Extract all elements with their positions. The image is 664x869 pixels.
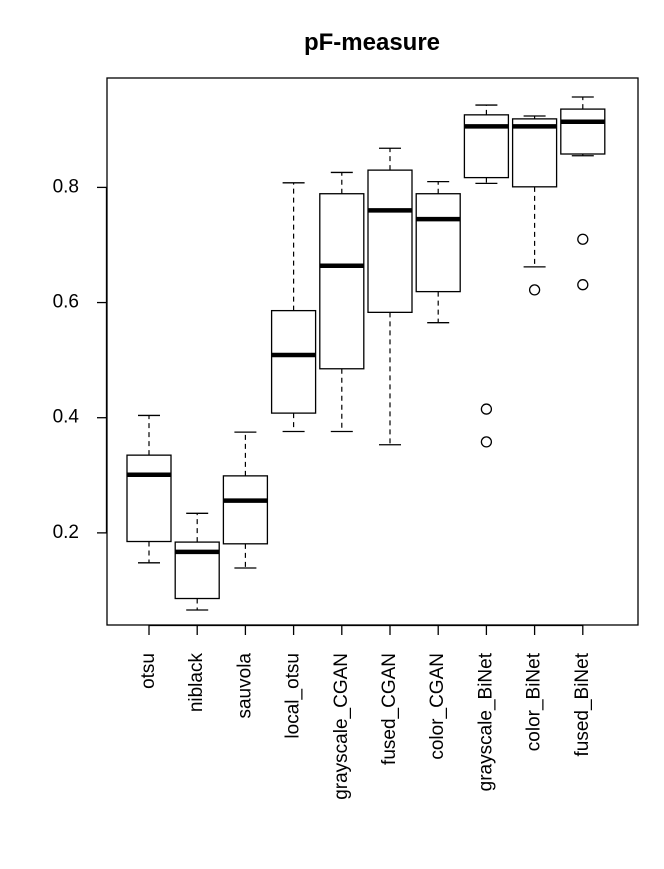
box-local-otsu	[270, 182, 317, 433]
outlier-point	[528, 284, 541, 296]
x-axis: otsu niblack sauvola local_otsu grayscale_CG…	[138, 624, 593, 800]
x-tick-label: color_CGAN	[427, 653, 448, 760]
x-tick-label: otsu	[138, 653, 159, 689]
iqr-box	[560, 108, 606, 155]
outlier-point	[480, 436, 493, 448]
x-tick-label: fused_CGAN	[379, 653, 400, 765]
box-fused-CGAN	[367, 147, 413, 446]
iqr-box	[270, 309, 317, 414]
chart-title: pF-measure	[304, 29, 440, 56]
iqr-box	[222, 475, 269, 545]
y-tick-label: 0.2	[53, 522, 79, 543]
box-color-CGAN	[415, 180, 461, 324]
box-grayscale-CGAN	[319, 171, 365, 433]
y-tick-label: 0.4	[53, 407, 80, 428]
outlier-point	[480, 403, 493, 415]
x-tick-label: fused_BiNet	[572, 652, 593, 756]
y-tick-label: 0.6	[53, 292, 79, 313]
iqr-box	[319, 193, 365, 370]
iqr-box	[126, 454, 172, 543]
iqr-box	[367, 169, 413, 313]
y-tick-label: 0.8	[53, 176, 79, 197]
box-otsu	[126, 414, 172, 564]
x-tick-label: grayscale_CGAN	[331, 653, 352, 800]
outlier-point	[577, 279, 589, 291]
y-axis: 0.2 0.4 0.6 0.8	[53, 176, 108, 543]
iqr-box	[415, 193, 461, 293]
outlier-point	[577, 233, 589, 245]
box-grayscale-BiNet	[463, 104, 510, 448]
x-tick-label: local_otsu	[283, 653, 304, 739]
box-niblack	[174, 512, 220, 611]
boxes-group	[126, 96, 606, 611]
box-color-BiNet	[511, 115, 558, 296]
x-tick-label: color_BiNet	[524, 652, 545, 751]
box-sauvola	[222, 431, 269, 569]
box-fused-BiNet	[560, 96, 606, 291]
iqr-box	[511, 118, 558, 188]
x-tick-label: sauvola	[234, 653, 255, 719]
x-tick-label: niblack	[186, 653, 207, 713]
x-tick-label: grayscale_BiNet	[475, 652, 496, 791]
